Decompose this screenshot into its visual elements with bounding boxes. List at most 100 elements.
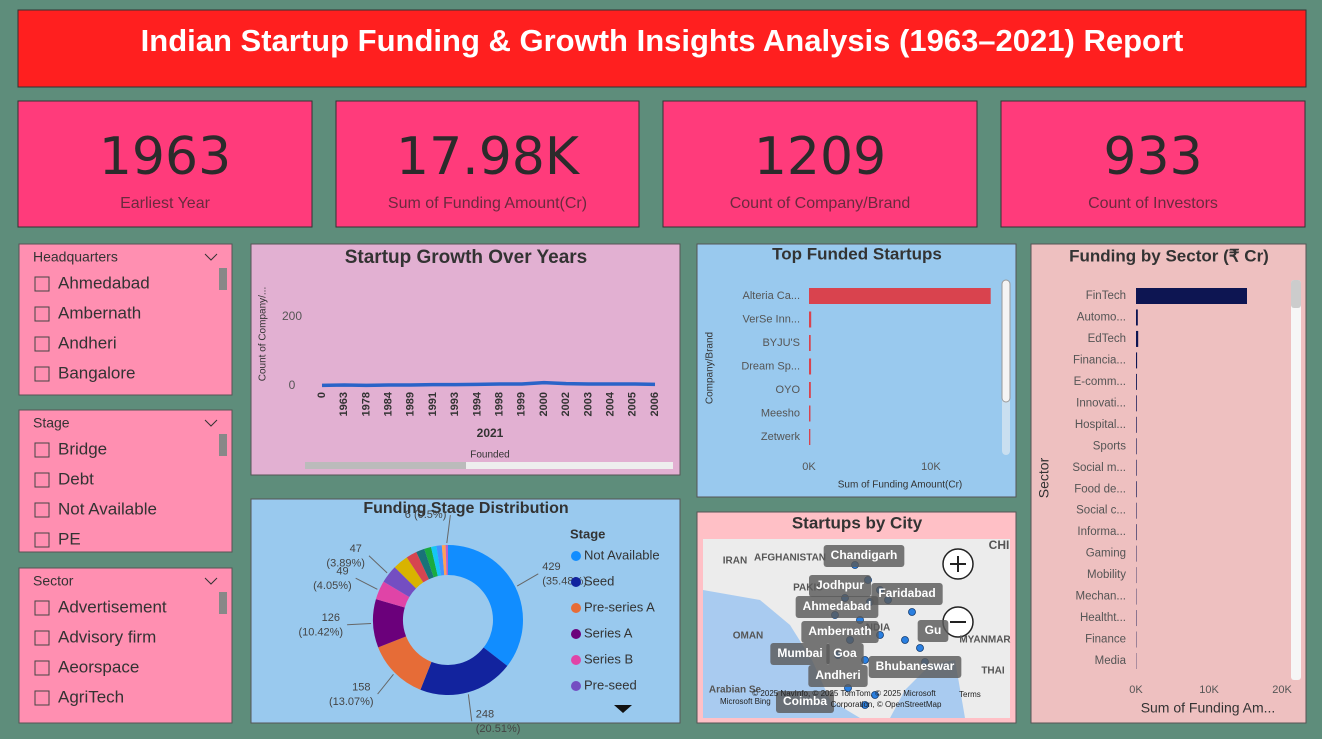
checkbox[interactable] — [34, 532, 50, 548]
bar[interactable] — [1136, 438, 1137, 455]
map-point[interactable] — [916, 644, 924, 652]
slice[interactable] — [424, 546, 438, 578]
checkbox[interactable] — [34, 600, 50, 616]
x-axis-title: Sum of Funding Am... — [1141, 700, 1276, 716]
map-attribution[interactable]: Terms — [959, 690, 981, 699]
bar[interactable] — [1136, 352, 1138, 369]
checkbox[interactable] — [34, 442, 50, 458]
bar[interactable] — [809, 311, 812, 328]
city-label[interactable]: Ambernath — [808, 624, 871, 638]
map-point[interactable] — [871, 691, 879, 699]
slicer-chevron[interactable] — [204, 577, 218, 585]
bar[interactable] — [1136, 288, 1247, 304]
y-tick-label: Sports — [1093, 440, 1126, 452]
scrollbar[interactable] — [305, 462, 673, 469]
checkbox[interactable] — [34, 366, 50, 382]
slice[interactable] — [375, 581, 410, 608]
map-region-label: PAKIS — [793, 583, 823, 594]
city-label[interactable]: Bhubaneswar — [876, 659, 955, 673]
bar[interactable] — [1136, 373, 1137, 390]
slicer-chevron[interactable] — [204, 419, 218, 427]
bar[interactable] — [809, 405, 811, 422]
scrollbar-thumb[interactable] — [1291, 280, 1301, 308]
legend-label[interactable]: Pre-series A — [584, 599, 655, 614]
city-label[interactable]: Mumbai — [777, 646, 822, 660]
slicer-item[interactable]: Advertisement — [58, 597, 167, 616]
scrollbar[interactable] — [1291, 280, 1301, 680]
slice[interactable] — [416, 548, 434, 580]
legend-label[interactable]: Seed — [584, 573, 614, 588]
bar[interactable] — [1136, 309, 1138, 326]
slicer-item[interactable]: Bridge — [58, 439, 107, 458]
scrollbar-thumb[interactable] — [1001, 279, 1011, 403]
city-label[interactable]: Coimba — [783, 694, 827, 708]
map-point[interactable] — [861, 701, 869, 709]
bar[interactable] — [1136, 524, 1137, 541]
checkbox[interactable] — [34, 502, 50, 518]
city-label[interactable]: Gu — [925, 623, 942, 637]
slice[interactable] — [441, 545, 447, 576]
map-point[interactable] — [908, 608, 916, 616]
bar[interactable] — [809, 358, 812, 375]
slice[interactable] — [430, 545, 442, 577]
slicer-item[interactable]: Not Available — [58, 499, 157, 518]
city-label[interactable]: Goa — [833, 646, 857, 660]
bar[interactable] — [1136, 416, 1137, 433]
checkbox[interactable] — [34, 276, 50, 292]
slice[interactable] — [383, 567, 417, 597]
slicer-item[interactable]: Bangalore — [58, 363, 136, 382]
slicer-item[interactable]: PE — [58, 529, 81, 548]
slicer-item[interactable]: Debt — [58, 469, 94, 488]
scrollbar-thumb[interactable] — [305, 462, 466, 469]
city-label[interactable]: Faridabad — [878, 586, 935, 600]
slicer-chevron[interactable] — [204, 253, 218, 261]
checkbox[interactable] — [34, 690, 50, 706]
city-label[interactable]: Andheri — [815, 668, 860, 682]
slicer-scrollbar[interactable] — [219, 434, 227, 456]
bar[interactable] — [809, 382, 811, 398]
x-axis-title: Sum of Funding Amount(Cr) — [838, 480, 963, 491]
bar[interactable] — [1136, 502, 1137, 519]
slice[interactable] — [394, 557, 424, 589]
legend-label[interactable]: Pre-seed — [584, 677, 637, 692]
slice[interactable] — [445, 545, 448, 576]
y-tick-label: Dream Sp... — [741, 360, 800, 372]
checkbox[interactable] — [34, 660, 50, 676]
city-label[interactable]: Ahmedabad — [803, 599, 872, 613]
slicer-item[interactable]: Ahmedabad — [58, 273, 150, 292]
x-tick-label: 2006 — [649, 392, 661, 416]
checkbox[interactable] — [34, 472, 50, 488]
slice[interactable] — [373, 599, 407, 648]
slicer-scrollbar[interactable] — [219, 592, 227, 614]
checkbox[interactable] — [34, 336, 50, 352]
slicer-item[interactable]: Andheri — [58, 333, 117, 352]
legend-label[interactable]: Not Available — [584, 547, 660, 562]
slicer-item[interactable]: Advisory firm — [58, 627, 156, 646]
slice[interactable] — [406, 552, 429, 583]
city-label[interactable]: Jodhpur — [816, 578, 864, 592]
slice[interactable] — [378, 636, 432, 690]
bar[interactable] — [809, 288, 991, 304]
checkbox[interactable] — [34, 630, 50, 646]
legend-scroll[interactable] — [614, 705, 632, 713]
bar[interactable] — [1136, 330, 1139, 347]
slicer-item[interactable]: AgriTech — [58, 687, 124, 706]
bar[interactable] — [809, 335, 811, 351]
slicer-scrollbar[interactable] — [219, 268, 227, 290]
bar[interactable] — [809, 429, 811, 445]
checkbox[interactable] — [34, 306, 50, 322]
city-label[interactable]: Chandigarh — [831, 548, 898, 562]
slicer-item[interactable]: Ambernath — [58, 303, 141, 322]
legend-label[interactable]: Series B — [584, 651, 633, 666]
slice[interactable] — [420, 647, 508, 695]
bar[interactable] — [1136, 459, 1137, 476]
bar[interactable] — [1136, 395, 1137, 412]
slice[interactable] — [448, 545, 523, 666]
x-tick-label: 1978 — [360, 392, 372, 416]
y-tick-label: Meesho — [761, 407, 800, 419]
bar[interactable] — [1136, 481, 1137, 498]
map-point[interactable] — [901, 636, 909, 644]
slice[interactable] — [436, 545, 445, 576]
slicer-item[interactable]: Aeorspace — [58, 657, 139, 676]
legend-label[interactable]: Series A — [584, 625, 633, 640]
